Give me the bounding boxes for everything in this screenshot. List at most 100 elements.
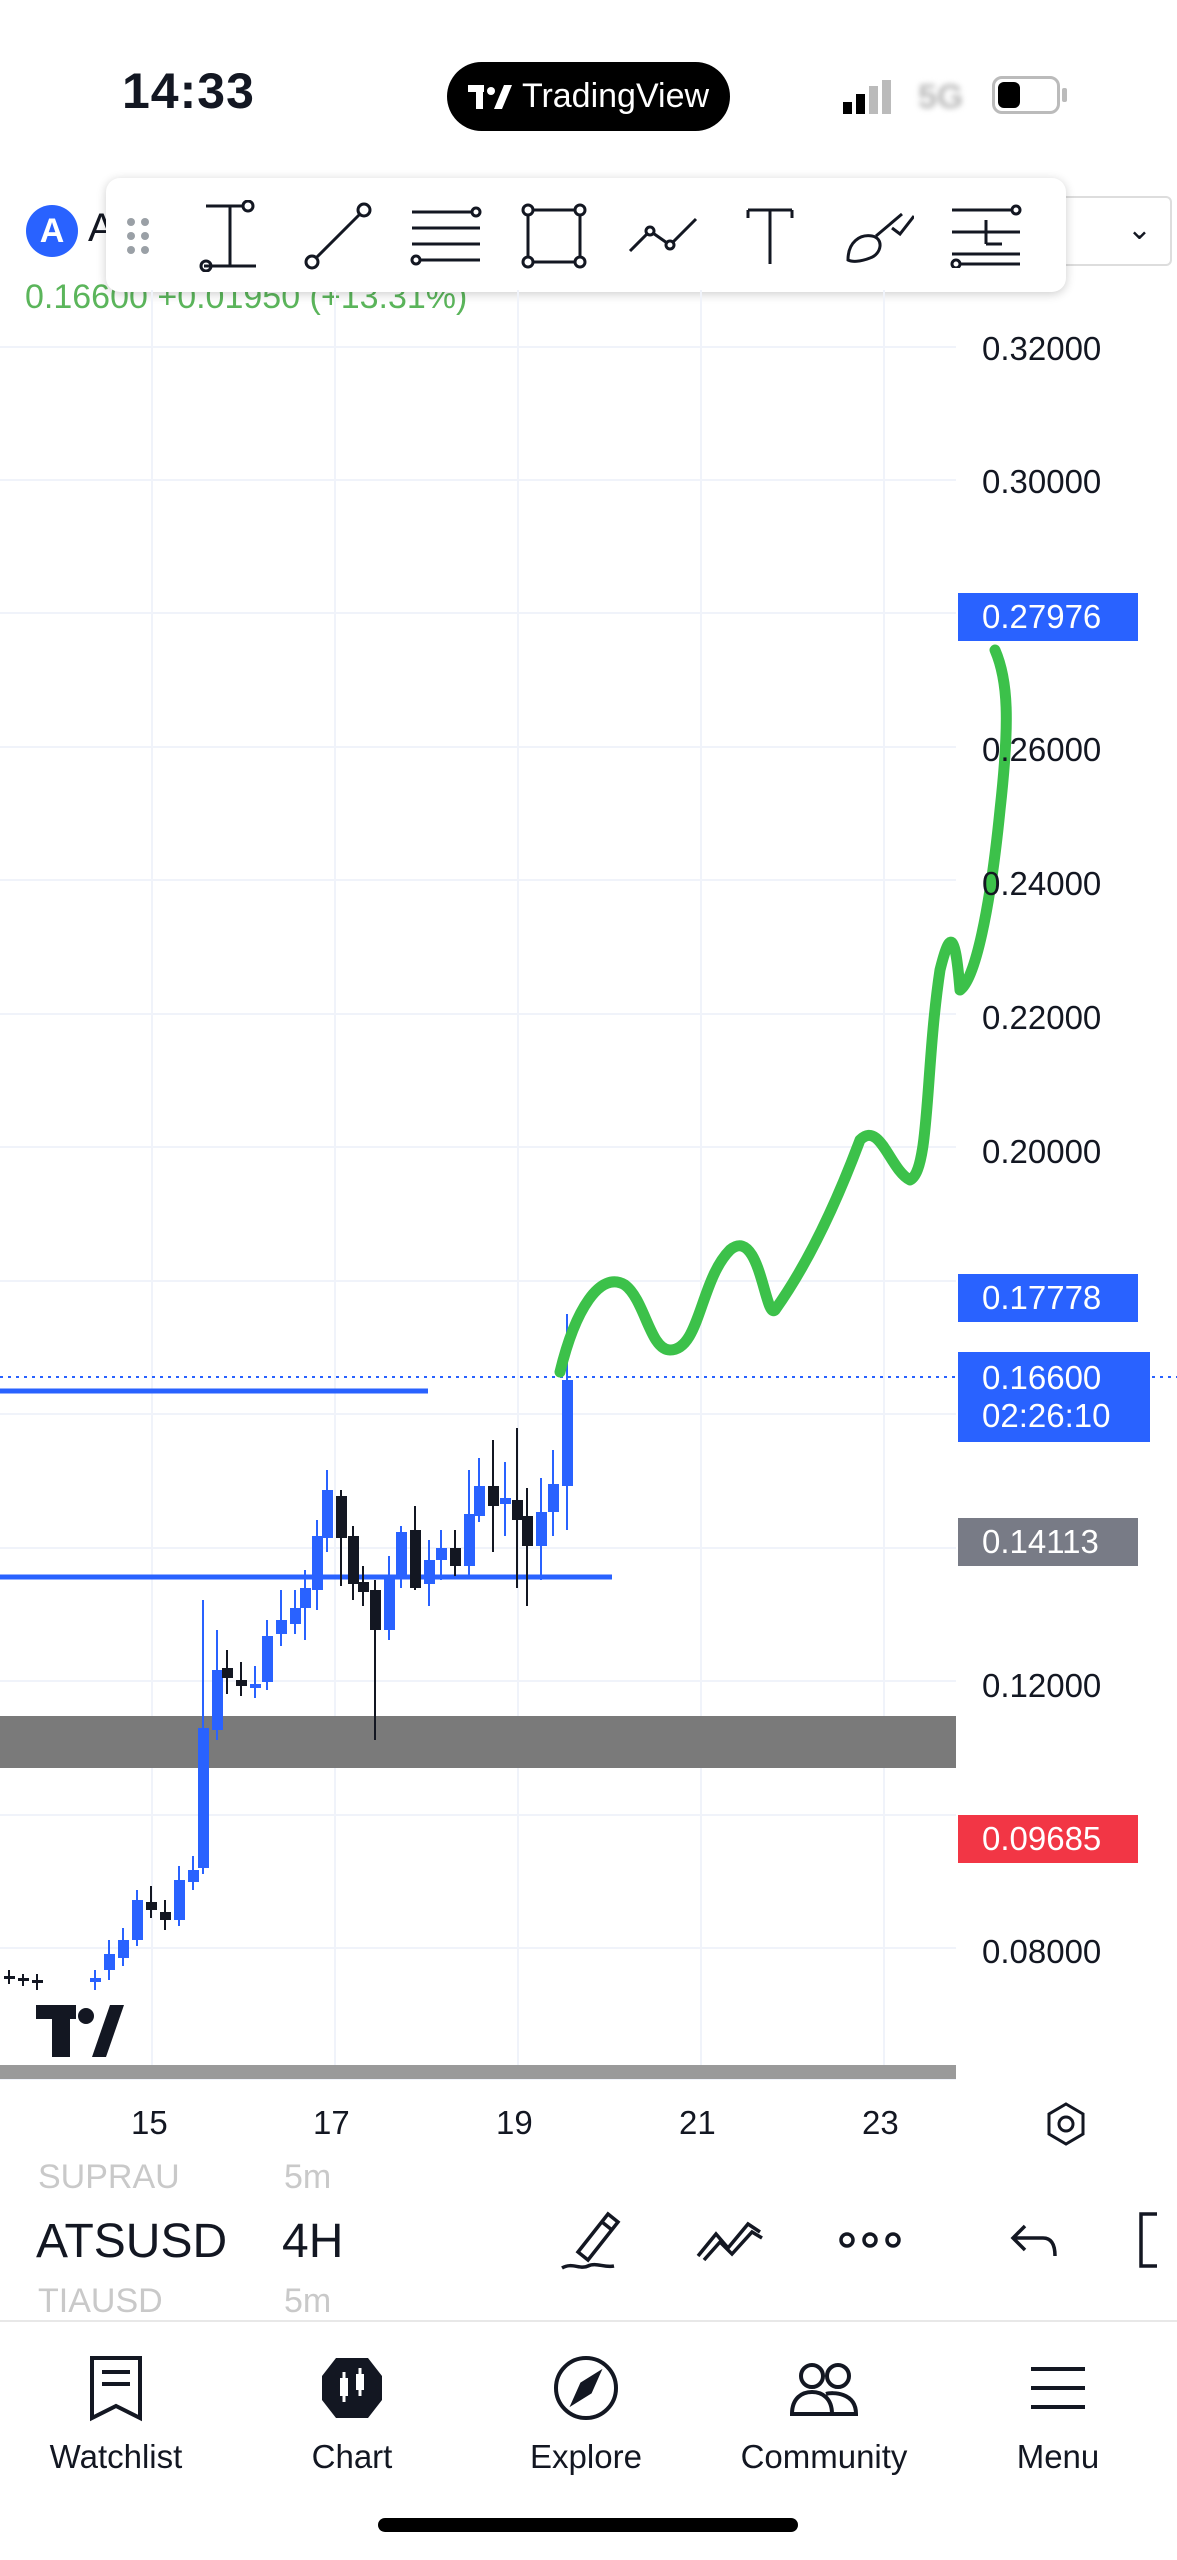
candle-countdown: 02:26:10 — [982, 1397, 1111, 1434]
brush-tool-icon[interactable] — [842, 200, 914, 272]
support-zone — [0, 1716, 956, 1768]
chart-grid — [0, 290, 956, 2080]
text-tool-icon[interactable] — [734, 200, 806, 272]
status-time: 14:33 — [122, 63, 255, 119]
candle — [18, 1978, 29, 1981]
date-tick: 19 — [496, 2104, 533, 2141]
indicators-icon — [696, 2221, 763, 2262]
more-options-button[interactable] — [830, 2200, 910, 2280]
candle — [536, 1512, 547, 1546]
candle — [32, 1980, 43, 1983]
candle — [188, 1870, 199, 1882]
candle — [384, 1576, 395, 1630]
network-type: 5G — [918, 78, 964, 116]
candle — [312, 1536, 323, 1590]
target-price-badge[interactable]: 0.27976 — [958, 593, 1138, 641]
symbol-logo[interactable]: A — [26, 205, 78, 257]
candles — [4, 1314, 573, 1990]
candle — [262, 1636, 273, 1682]
candle — [212, 1670, 223, 1730]
candle — [160, 1912, 171, 1920]
candle — [300, 1588, 311, 1608]
interval-picker-prev[interactable]: 5m — [284, 2158, 332, 2196]
candle — [562, 1380, 573, 1486]
candle — [4, 1976, 15, 1979]
candle — [396, 1532, 407, 1576]
price-tick: 0.08000 — [982, 1933, 1102, 1970]
drawing-tools-button[interactable] — [552, 2200, 632, 2280]
price-tick: 0.22000 — [982, 999, 1102, 1036]
nav-chart[interactable]: Chart — [242, 2322, 462, 2492]
price-tick: 0.12000 — [982, 1667, 1102, 1704]
current-price-badge[interactable]: 0.16600 02:26:10 — [958, 1352, 1150, 1442]
fullscreen-icon — [1138, 2212, 1157, 2268]
date-tick: 17 — [313, 2104, 350, 2141]
symbol-picker[interactable]: ATSUSD — [36, 2215, 228, 2268]
interval-picker-next[interactable]: 5m — [284, 2282, 332, 2320]
date-tick: 21 — [679, 2104, 716, 2141]
interval-picker[interactable]: 4H — [282, 2215, 344, 2268]
candle — [90, 1978, 101, 1982]
candle — [132, 1900, 143, 1940]
candle — [174, 1880, 185, 1920]
nav-community[interactable]: Community — [714, 2322, 934, 2492]
fib-retracement-tool-icon[interactable] — [410, 200, 482, 272]
nav-watchlist[interactable]: Watchlist — [6, 2322, 226, 2492]
candle — [450, 1548, 461, 1566]
tradingview-watermark-icon — [36, 2005, 124, 2057]
undo-icon — [1010, 2224, 1057, 2257]
candle — [322, 1490, 333, 1538]
candle — [290, 1608, 301, 1624]
undo-button[interactable] — [994, 2200, 1074, 2280]
nav-label: Watchlist — [49, 2438, 183, 2475]
gray-level-badge[interactable]: 0.14113 — [958, 1518, 1138, 1566]
candle — [222, 1668, 233, 1678]
battery-icon — [992, 76, 1067, 114]
candle — [146, 1902, 157, 1910]
candle — [522, 1516, 533, 1546]
projection-path[interactable] — [554, 644, 1012, 1378]
candle — [474, 1486, 485, 1516]
nav-label: Explore — [530, 2438, 642, 2475]
candle — [336, 1496, 347, 1538]
symbol-picker-prev[interactable]: SUPRAU — [38, 2158, 180, 2196]
candle — [410, 1530, 421, 1588]
nav-label: Chart — [311, 2438, 393, 2475]
nav-menu[interactable]: Menu — [948, 2322, 1168, 2492]
date-tick: 23 — [862, 2104, 899, 2141]
path-tool-icon[interactable] — [626, 200, 698, 272]
bottom-navigation: Watchlist Chart Explore Community Menu — [0, 2320, 1177, 2502]
candle — [198, 1728, 209, 1868]
price-tick: 0.32000 — [982, 330, 1102, 367]
watchlist-icon — [90, 2356, 142, 2422]
long-position-tool-icon[interactable] — [950, 200, 1022, 272]
chevron-down-icon: ⌄ — [1126, 213, 1152, 246]
indicators-button[interactable] — [690, 2200, 770, 2280]
rectangle-tool-icon[interactable] — [518, 200, 590, 272]
nav-label: Menu — [1016, 2438, 1100, 2475]
trend-line-tool-icon[interactable] — [302, 200, 374, 272]
price-chart[interactable] — [0, 290, 1177, 2090]
drawing-toolbar — [106, 178, 1066, 292]
home-indicator — [378, 2518, 798, 2532]
symbol-picker-next[interactable]: TIAUSD — [38, 2282, 163, 2320]
alert-price-badge[interactable]: 0.17778 — [958, 1274, 1138, 1322]
pen-icon — [561, 2211, 621, 2270]
tradingview-pill[interactable]: TradingView — [447, 62, 730, 131]
low-level-badge[interactable]: 0.09685 — [958, 1815, 1138, 1863]
fullscreen-button[interactable] — [1128, 2200, 1177, 2280]
vertical-line-tool-icon[interactable] — [194, 200, 266, 272]
candle — [500, 1498, 511, 1504]
hamburger-menu-icon — [1031, 2367, 1085, 2409]
price-tick: 0.24000 — [982, 865, 1102, 902]
chart-settings-icon[interactable] — [1042, 2100, 1090, 2148]
candle — [250, 1684, 261, 1688]
candle — [436, 1548, 447, 1560]
header-dropdown[interactable]: ⌄ — [1060, 196, 1172, 266]
drag-handle-icon[interactable] — [106, 200, 170, 272]
candle — [512, 1500, 523, 1520]
app-pill-label: TradingView — [521, 77, 710, 115]
nav-explore[interactable]: Explore — [476, 2322, 696, 2492]
candle — [276, 1620, 287, 1634]
candle — [548, 1484, 559, 1512]
